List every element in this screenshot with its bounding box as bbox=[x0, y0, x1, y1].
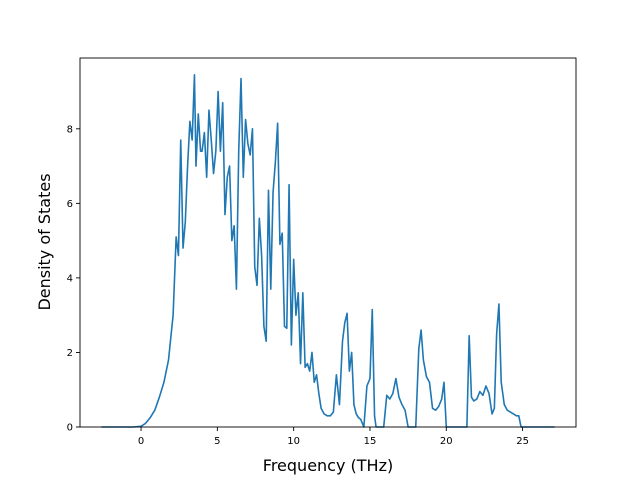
y-axis-label: Density of States bbox=[35, 173, 54, 310]
y-tick-label: 2 bbox=[67, 348, 73, 359]
plot-frame bbox=[79, 57, 577, 428]
y-tick-label: 8 bbox=[67, 124, 73, 135]
x-tick-label: 5 bbox=[214, 436, 220, 447]
x-axis: 0 5 10 15 20 25 bbox=[138, 427, 529, 447]
x-tick-label: 0 bbox=[138, 436, 144, 447]
x-axis-label: Frequency (THz) bbox=[263, 456, 393, 475]
plot-area bbox=[79, 57, 577, 428]
y-tick-label: 4 bbox=[67, 273, 73, 284]
x-tick-label: 25 bbox=[516, 436, 529, 447]
x-tick-label: 10 bbox=[287, 436, 300, 447]
y-axis: 0 2 4 6 8 bbox=[67, 124, 80, 434]
x-tick-label: 20 bbox=[440, 436, 453, 447]
y-tick-label: 6 bbox=[67, 199, 73, 210]
dos-series-line-0 bbox=[101, 73, 555, 428]
y-tick-label: 0 bbox=[67, 423, 73, 434]
x-tick-label: 15 bbox=[364, 436, 377, 447]
